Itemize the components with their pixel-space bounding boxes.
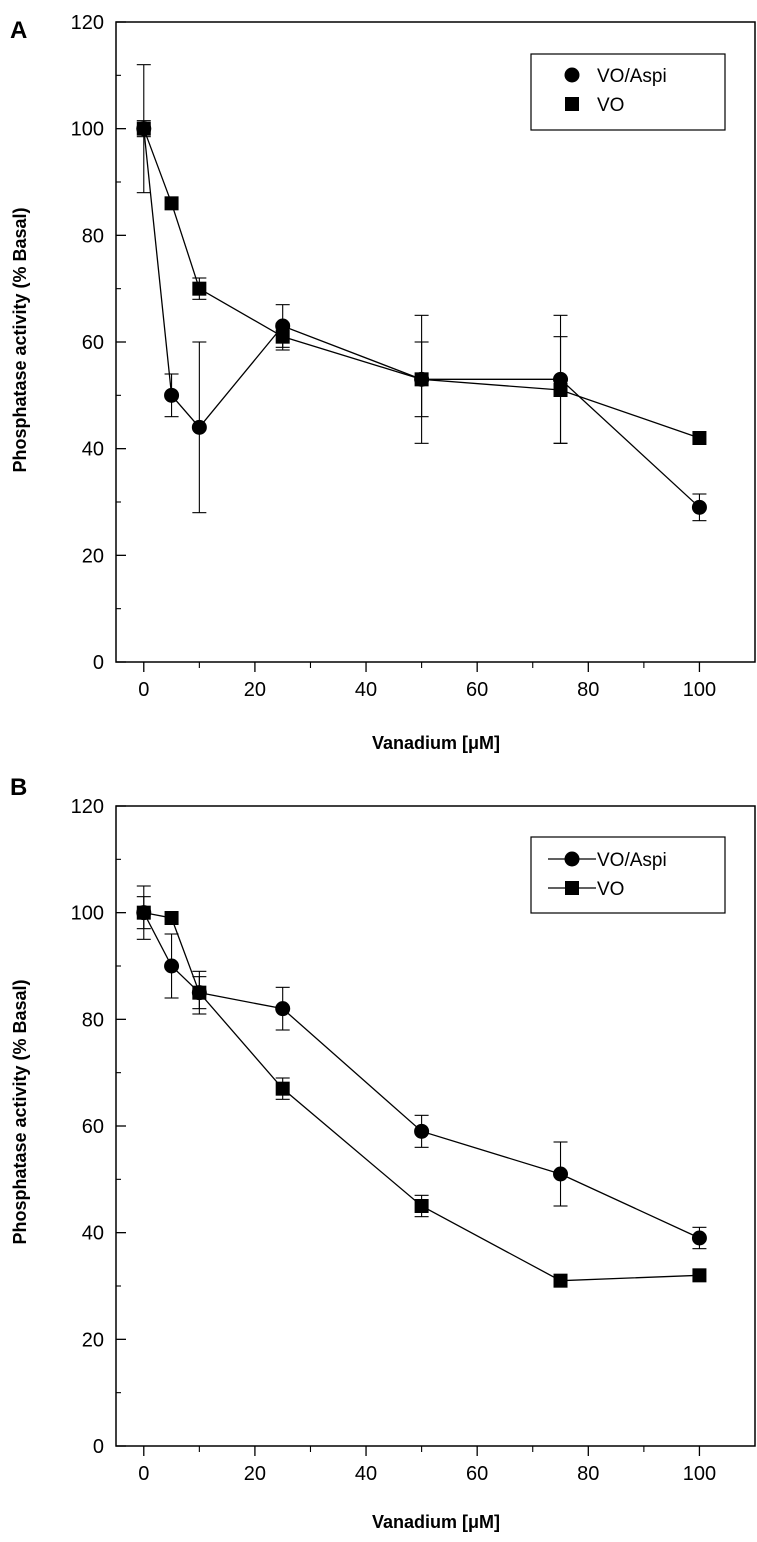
legend-marker-vo-aspi-b (564, 851, 580, 867)
data-point-vo-b-10 (192, 985, 207, 1000)
data-point-vo-aspi-b-25 (275, 1001, 291, 1017)
y-tick-label-a-60: 60 (82, 332, 104, 354)
data-point-vo-a-5 (164, 196, 179, 211)
data-point-vo-aspi-a-100 (691, 499, 707, 515)
legend-label-vo-b: VO (597, 879, 624, 900)
y-tick-label-b-60: 60 (82, 1116, 104, 1138)
data-point-vo-b-25 (275, 1081, 290, 1096)
x-tick-label-b-60: 60 (466, 1463, 488, 1485)
data-point-vo-a-75 (553, 383, 568, 397)
data-point-vo-a-10 (192, 281, 207, 296)
y-tick-label-b-100: 100 (71, 903, 104, 925)
legend-box-b (530, 836, 726, 914)
legend-label-vo-aspi-a: VO/Aspi (597, 66, 667, 87)
legend-label-vo-a: VO (597, 95, 624, 116)
panel-label-b: B (10, 774, 27, 801)
y-axis-title-a: Phosphatase activity (% Basal) (10, 207, 30, 472)
x-tick-label-b-20: 20 (244, 1463, 266, 1485)
legend-marker-vo-b (565, 881, 579, 895)
x-tick-label-b-80: 80 (577, 1463, 599, 1485)
y-tick-label-b-120: 120 (71, 796, 104, 818)
data-point-vo-a-100 (692, 431, 707, 445)
data-point-vo-a-0 (136, 121, 151, 136)
data-point-vo-b-50 (414, 1199, 429, 1213)
y-tick-label-b-40: 40 (82, 1223, 104, 1245)
legend-b: VO/Aspi VO (530, 836, 726, 914)
series-layer-a (136, 64, 707, 522)
chart-panel-a: A Phosphatase activity (% Basal) Vanadiu… (10, 12, 756, 753)
y-tick-label-a-40: 40 (82, 439, 104, 461)
data-point-vo-b-0 (136, 905, 151, 920)
y-tick-label-a-0: 0 (93, 652, 104, 674)
series-layer-b (136, 885, 707, 1288)
x-tick-label-a-100: 100 (683, 679, 716, 701)
panel-label-a: A (10, 17, 27, 44)
legend-item-vo-a: VO (597, 95, 624, 116)
plot-area-a: 0 20 40 60 80 100 120 0 20 40 60 80 100 (71, 12, 756, 701)
legend-marker-vo-a (565, 97, 579, 111)
plot-area-b: 0 20 40 60 80 100 120 0 20 40 60 80 100 (71, 796, 756, 1485)
y-tick-label-a-100: 100 (71, 119, 104, 141)
x-tick-label-a-0: 0 (138, 679, 149, 701)
data-point-vo-b-75 (553, 1273, 568, 1288)
data-point-vo-aspi-b-100 (691, 1230, 707, 1246)
series-line-vo-b (143, 912, 700, 1282)
data-point-vo-aspi-b-5 (164, 958, 180, 974)
y-tick-label-a-80: 80 (82, 225, 104, 247)
x-axis-title-a: Vanadium [μM] (372, 733, 500, 753)
legend-item-vo-b: VO (597, 879, 624, 900)
series-line-vo-aspi-b (143, 912, 700, 1239)
x-tick-label-a-60: 60 (466, 679, 488, 701)
x-tick-label-a-40: 40 (355, 679, 377, 701)
x-tick-label-b-0: 0 (138, 1463, 149, 1485)
data-point-vo-aspi-a-10 (191, 419, 207, 435)
data-point-vo-aspi-b-75 (553, 1166, 569, 1182)
legend-a: VO/Aspi VO (530, 53, 726, 131)
legend-item-vo-aspi-a: VO/Aspi (597, 66, 667, 87)
x-tick-label-a-80: 80 (577, 679, 599, 701)
data-point-vo-aspi-a-5 (164, 387, 180, 403)
y-tick-label-b-0: 0 (93, 1436, 104, 1458)
legend-item-vo-aspi-b: VO/Aspi (597, 850, 667, 871)
y-tick-label-a-120: 120 (71, 12, 104, 34)
legend-marker-vo-aspi-a (564, 67, 580, 83)
legend-label-vo-aspi-b: VO/Aspi (597, 850, 667, 871)
data-point-vo-aspi-b-50 (414, 1123, 430, 1139)
x-tick-label-b-100: 100 (683, 1463, 716, 1485)
data-point-vo-b-100 (692, 1268, 707, 1283)
data-point-vo-b-5 (164, 911, 179, 925)
data-point-vo-a-25 (275, 329, 290, 344)
x-axis-title-b: Vanadium [μM] (372, 1512, 500, 1532)
y-tick-label-b-20: 20 (82, 1329, 104, 1351)
legend-box-a (530, 53, 726, 131)
y-axis-title-b: Phosphatase activity (% Basal) (10, 979, 30, 1244)
x-tick-label-a-20: 20 (244, 679, 266, 701)
x-tick-label-b-40: 40 (355, 1463, 377, 1485)
data-point-vo-a-50 (414, 372, 429, 387)
chart-panel-b: B Phosphatase activity (% Basal) Vanadiu… (10, 774, 756, 1532)
y-tick-label-b-80: 80 (82, 1009, 104, 1031)
y-tick-label-a-20: 20 (82, 545, 104, 567)
